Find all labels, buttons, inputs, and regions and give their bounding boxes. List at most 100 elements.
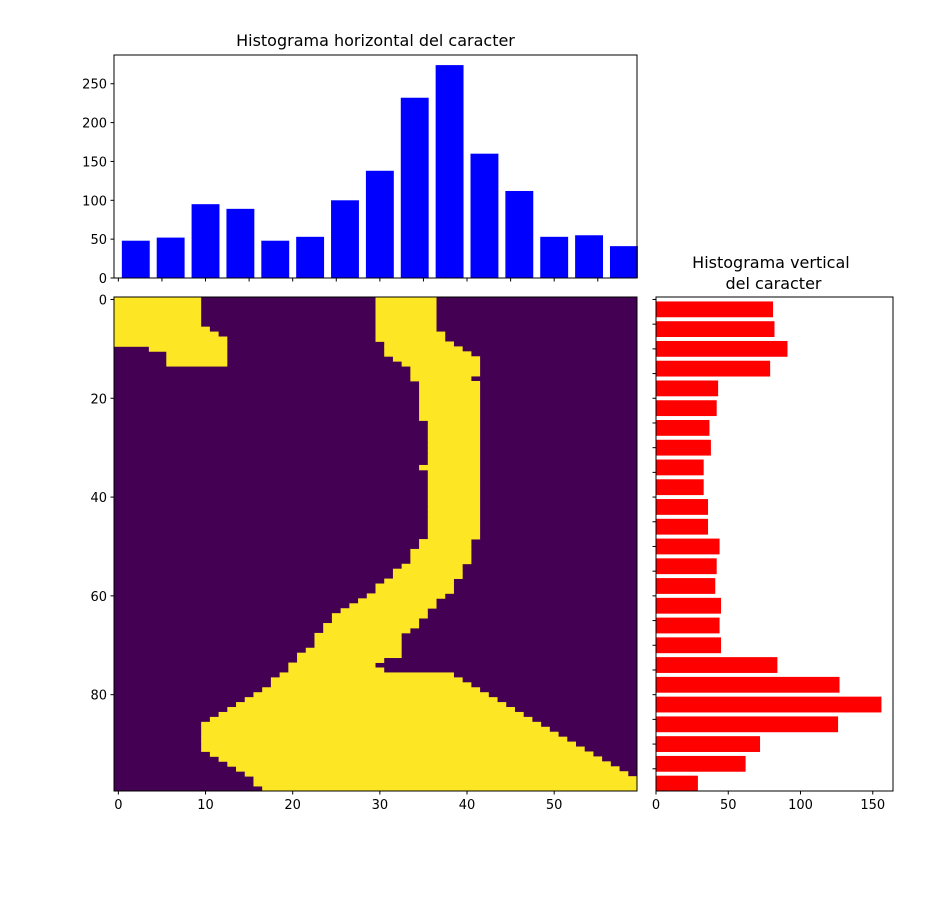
vertical-histogram-x-tick-label: 100 [788,798,813,813]
character-pixel-run [349,603,437,609]
character-pixel-run [419,380,481,387]
vertical-histogram-title-line-1: Histograma vertical [692,253,850,272]
horizontal-histogram-title: Histograma horizontal del caracter [236,31,515,50]
character-pixel-run [427,479,481,486]
vertical-histogram-bar [656,479,704,496]
character-image-y-tick-label: 0 [99,293,107,308]
character-pixel-run [201,736,568,742]
character-pixel-run [375,588,454,594]
character-pixel-run [166,351,228,357]
horizontal-histogram-bar [191,204,220,278]
character-pixel-run [375,331,446,337]
character-pixel-run [427,425,481,431]
horizontal-histogram-bar [505,190,534,278]
character-pixel-run [410,553,472,560]
character-image-y-tick-label: 20 [90,392,107,407]
horizontal-histogram-bar [400,97,429,278]
vertical-histogram-bar [656,637,722,654]
character-pixel-run [427,504,481,510]
vertical-histogram-x-tick-label: 0 [652,798,660,813]
vertical-histogram-bar [656,558,717,575]
vertical-histogram-bar [656,380,719,397]
character-pixel-run [427,524,481,530]
character-pixel-run [427,435,481,441]
character-pixel-run [323,627,411,634]
character-pixel-run [201,721,542,728]
character-pixel-run [297,657,385,663]
character-pixel-run [401,563,463,570]
vertical-histogram-bar [656,597,722,614]
character-pixel-run [166,356,228,362]
character-pixel-run [331,613,428,619]
character-pixel-run [427,455,481,461]
character-pixel-run [401,361,481,367]
character-pixel-run [270,677,463,683]
horizontal-histogram-bar [609,246,638,278]
character-pixel-run [209,751,594,757]
vertical-histogram-x-axis: 0 50 100 150 [652,791,885,813]
character-pixel-run [392,568,463,575]
horizontal-histogram-bar [575,235,604,278]
vertical-histogram-bar [656,459,704,476]
character-pixel-run [227,761,611,767]
character-pixel-run [244,697,498,703]
horizontal-histogram-bars [121,65,638,278]
character-pixel-run [384,346,463,352]
character-pixel-run [201,741,576,747]
character-pixel-run [427,430,481,436]
vertical-histogram-chart: Histograma vertical del caracter 0 50 100 1… [652,253,894,813]
character-pixel-run [114,316,202,323]
character-pixel-run [236,766,620,772]
character-pixel-run [375,316,437,323]
vertical-histogram-bar [656,775,698,792]
horizontal-histogram-frame [113,54,638,279]
horizontal-histogram-y-tick-label: 200 [82,117,107,132]
vertical-histogram-bar [656,538,720,555]
horizontal-histogram-bar [296,236,325,278]
character-pixel-run [419,405,481,412]
character-pixel-run [427,519,481,525]
character-pixel-run [253,781,637,787]
character-pixel-run [253,692,489,698]
character-pixel-run [358,598,437,604]
character-pixel-run [375,326,437,332]
character-pixel-run [410,366,481,372]
character-image-plot: 0 10 20 30 40 50 0 20 40 60 80 [90,293,638,813]
character-pixel-run [218,711,524,718]
vertical-histogram-x-tick-label: 50 [720,798,737,813]
character-pixel-run [305,647,402,654]
character-pixel-run [427,440,481,446]
character-image-x-tick-label: 40 [459,798,476,813]
character-pixel-run [427,489,481,495]
character-image-y-tick-label: 60 [90,590,107,605]
character-pixel-run [331,618,420,624]
character-pixel-run [427,484,481,491]
horizontal-histogram-bar [121,240,150,278]
character-image-x-tick-label: 0 [114,798,122,813]
character-pixel-run [427,450,481,456]
character-pixel-run [288,667,385,673]
character-pixel-run [201,746,585,752]
character-pixel-run [410,371,481,377]
character-pixel-run [314,642,402,649]
character-pixel-run [427,494,481,500]
character-pixel-run [410,376,472,382]
horizontal-histogram-y-tick-label: 0 [99,272,107,287]
character-pixel-run [166,361,228,367]
character-pixel-run [114,311,202,318]
character-pixel-run [427,529,481,535]
horizontal-histogram-bar [226,208,255,278]
horizontal-histogram-y-tick-label: 250 [82,78,107,93]
vertical-histogram-bar [656,420,710,436]
character-pixel-run [419,544,472,550]
character-pixel-run [410,548,472,555]
horizontal-histogram-bar [435,65,464,278]
character-image-x-axis: 0 10 20 30 40 50 [114,791,562,813]
character-pixel-run [427,469,481,476]
character-pixel-run [323,623,420,629]
character-pixel-run [236,702,507,708]
vertical-histogram-x-tick-label: 150 [860,798,885,813]
vertical-histogram-bar [656,736,761,752]
character-pixel-run [114,301,202,308]
vertical-histogram-bar [656,499,709,515]
